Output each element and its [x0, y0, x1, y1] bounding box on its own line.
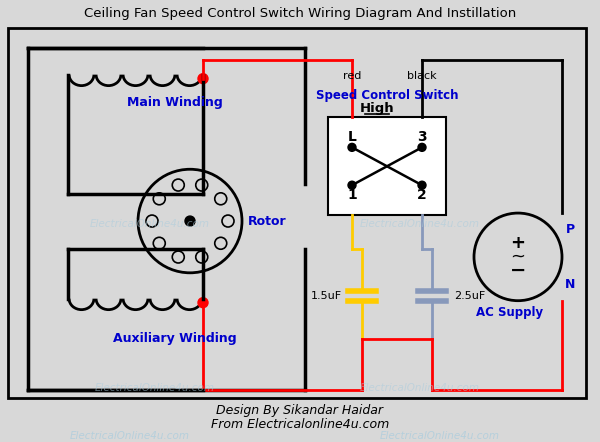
- Circle shape: [348, 143, 356, 151]
- Text: +: +: [511, 234, 526, 252]
- Text: High: High: [359, 102, 394, 115]
- Text: ElectricalOnline4u.com: ElectricalOnline4u.com: [95, 383, 215, 393]
- FancyBboxPatch shape: [328, 118, 446, 215]
- Circle shape: [418, 181, 426, 189]
- Text: 1.5uF: 1.5uF: [310, 291, 341, 301]
- Circle shape: [418, 143, 426, 151]
- Text: AC Supply: AC Supply: [476, 306, 544, 319]
- Text: L: L: [347, 130, 356, 145]
- Text: Ceiling Fan Speed Control Switch Wiring Diagram And Instillation: Ceiling Fan Speed Control Switch Wiring …: [84, 8, 516, 20]
- Text: ElectricalOnline4u.com: ElectricalOnline4u.com: [360, 383, 480, 393]
- Text: red: red: [343, 71, 361, 81]
- Circle shape: [348, 181, 356, 189]
- Text: Auxiliary Winding: Auxiliary Winding: [113, 332, 237, 345]
- Text: 2.5uF: 2.5uF: [454, 291, 485, 301]
- Text: Design By Sikandar Haidar: Design By Sikandar Haidar: [217, 404, 383, 417]
- Text: 3: 3: [417, 130, 427, 145]
- Text: P: P: [565, 222, 575, 236]
- Text: ElectricalOnline4u.com: ElectricalOnline4u.com: [380, 431, 500, 441]
- Text: Main Winding: Main Winding: [127, 96, 223, 109]
- Text: Rotor: Rotor: [248, 214, 287, 228]
- Text: ElectricalOnline4u.com: ElectricalOnline4u.com: [90, 219, 210, 229]
- Text: Speed Control Switch: Speed Control Switch: [316, 89, 458, 102]
- Circle shape: [185, 216, 195, 226]
- Text: ~: ~: [511, 248, 526, 266]
- Text: black: black: [407, 71, 437, 81]
- Text: 1: 1: [347, 188, 357, 202]
- Text: From Electricalonline4u.com: From Electricalonline4u.com: [211, 418, 389, 431]
- FancyBboxPatch shape: [8, 28, 586, 398]
- Text: ElectricalOnline4u.com: ElectricalOnline4u.com: [360, 219, 480, 229]
- Circle shape: [198, 298, 208, 308]
- Text: −: −: [510, 261, 526, 280]
- Text: N: N: [565, 278, 575, 291]
- Circle shape: [198, 74, 208, 84]
- Text: 2: 2: [417, 188, 427, 202]
- Text: ElectricalOnline4u.com: ElectricalOnline4u.com: [70, 431, 190, 441]
